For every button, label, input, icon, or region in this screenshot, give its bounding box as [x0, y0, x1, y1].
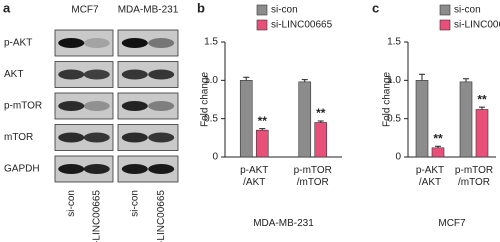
- significance: **: [316, 106, 326, 120]
- legend-label: si-con: [454, 5, 481, 16]
- legend-label: si-LINC00665: [454, 20, 500, 31]
- blot-band: [58, 164, 85, 174]
- blot-band: [121, 164, 148, 174]
- y-tick-label: 1.0: [204, 75, 218, 86]
- protein-label: AKT: [4, 69, 23, 80]
- legend-swatch: [439, 19, 451, 31]
- x-axis-label: MCF7: [438, 218, 466, 229]
- blot-band: [121, 38, 148, 48]
- error-bar: [479, 106, 485, 110]
- blot-band: [83, 101, 110, 111]
- blot-band: [148, 132, 175, 143]
- protein-label: p-mTOR: [4, 101, 42, 112]
- condition-label: si-con: [66, 190, 77, 217]
- protein-label: mTOR: [4, 132, 33, 143]
- blot-band: [83, 38, 110, 48]
- condition-label: si-con: [129, 190, 140, 217]
- legend-swatch: [256, 19, 268, 31]
- bar: [298, 81, 312, 158]
- blot-band: [83, 132, 110, 143]
- protein-label: GAPDH: [4, 164, 40, 175]
- bar: [255, 129, 269, 158]
- x-tick-label: p-mTOR /mTOR: [293, 165, 332, 188]
- blot-band: [148, 38, 175, 48]
- blot-band: [58, 101, 85, 111]
- y-axis-label: Fold change: [200, 72, 211, 127]
- bar: [459, 81, 473, 158]
- protein-label: p-AKT: [4, 38, 32, 49]
- blot-band: [58, 69, 85, 80]
- error-bar: [435, 145, 441, 148]
- y-tick-label: 0.5: [387, 113, 401, 124]
- legend-label: si-con: [271, 5, 298, 16]
- error-bar: [317, 120, 324, 123]
- cell-line: MCF7: [71, 5, 99, 16]
- bar: [314, 122, 328, 158]
- cell-line: MDA-MB-231: [118, 5, 179, 16]
- x-tick-label: p-AKT /AKT: [415, 165, 445, 188]
- blot-strip: [117, 92, 179, 120]
- x-axis-label: MDA-MB-231: [253, 218, 314, 229]
- blot-band: [83, 164, 110, 174]
- x-tick-label: p-AKT /AKT: [240, 165, 269, 188]
- blot-band: [148, 69, 175, 80]
- blot-band: [83, 69, 110, 80]
- y-tick-label: 0: [395, 152, 401, 163]
- blot-band: [148, 101, 175, 111]
- error-bar: [419, 73, 425, 81]
- legend-swatch: [256, 4, 268, 16]
- blot-band: [121, 132, 148, 143]
- condition-label: si-LINC00665: [156, 190, 167, 242]
- significance: **: [433, 131, 443, 145]
- blot-band: [58, 38, 85, 48]
- condition-label: si-LINC00665: [91, 190, 102, 242]
- panel-label: b: [197, 0, 205, 15]
- blot-band: [148, 164, 175, 174]
- significance: **: [258, 114, 268, 128]
- panel-label: a: [3, 0, 11, 15]
- bar: [415, 80, 429, 158]
- bar: [475, 109, 489, 158]
- error-bar: [301, 79, 308, 82]
- bar: [431, 147, 445, 158]
- y-tick-label: 1.5: [204, 37, 218, 48]
- error-bar: [463, 78, 469, 82]
- panel-label: c: [372, 0, 379, 15]
- legend-label: si-LINC00665: [271, 20, 333, 31]
- blot-band: [58, 132, 85, 143]
- x-tick-label: p-mTOR /mTOR: [454, 165, 494, 188]
- y-tick-label: 0.5: [204, 113, 218, 124]
- y-tick-label: 0: [212, 152, 218, 163]
- error-bar: [243, 76, 250, 81]
- blot-band: [121, 69, 148, 80]
- blot-band: [121, 101, 148, 111]
- bar: [239, 80, 253, 158]
- y-axis-label: Fold change: [382, 72, 393, 127]
- significance: **: [477, 92, 487, 106]
- error-bar: [259, 128, 266, 131]
- legend-swatch: [439, 4, 451, 16]
- y-tick-label: 1.0: [387, 75, 401, 86]
- y-tick-label: 1.5: [387, 37, 401, 48]
